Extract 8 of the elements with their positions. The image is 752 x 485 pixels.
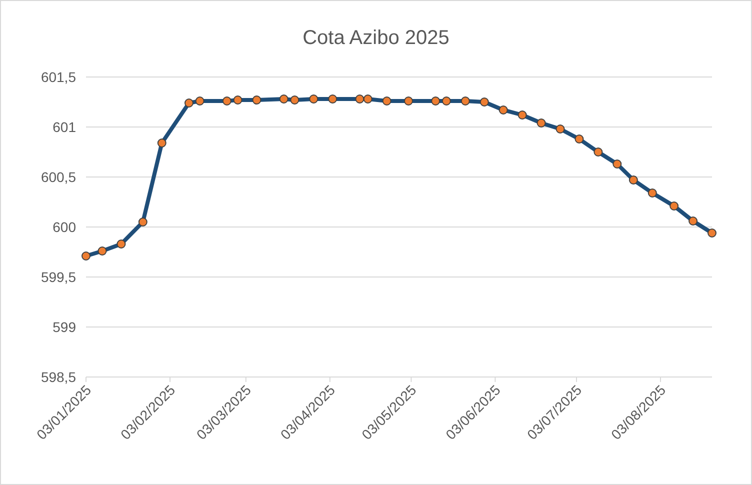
y-tick-label: 598,5: [40, 368, 76, 385]
y-tick-label: 599: [52, 318, 76, 335]
y-tick-label: 600,5: [40, 168, 76, 185]
y-tick-label: 601: [52, 118, 76, 135]
y-tick-label: 601,5: [40, 68, 76, 85]
chart-title: Cota Azibo 2025: [302, 27, 450, 49]
y-tick-label: 600: [52, 218, 76, 235]
y-tick-label: 599,5: [40, 268, 76, 285]
